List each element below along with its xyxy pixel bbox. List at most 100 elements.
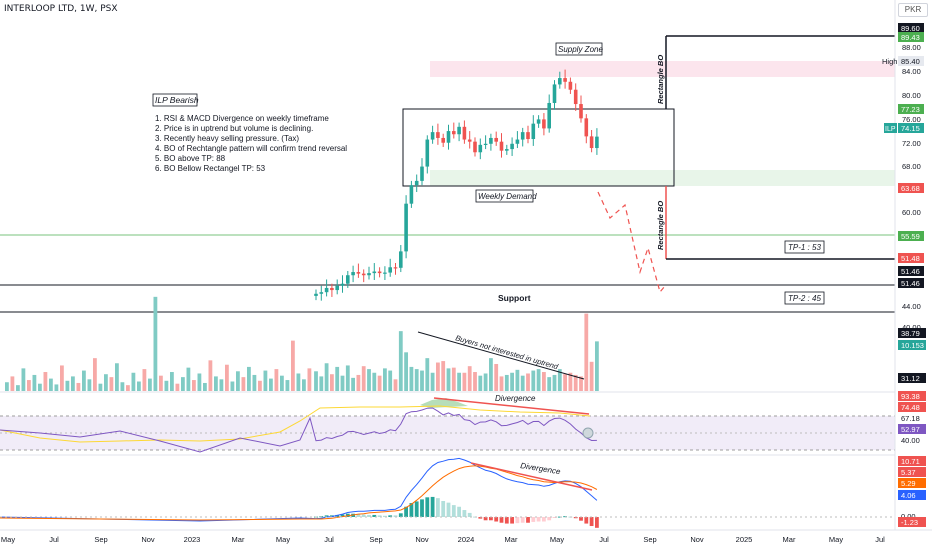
- macd-histogram: [314, 496, 599, 528]
- macd-hist-bar: [536, 517, 541, 522]
- macd-line: [0, 457, 598, 522]
- pane-label-text: 0.00: [901, 512, 916, 521]
- volume-bar: [330, 374, 334, 391]
- volume-bar: [10, 376, 15, 391]
- y-tick-label: 44.00: [902, 302, 921, 311]
- candle-body: [441, 137, 445, 143]
- volume-bar: [504, 374, 509, 391]
- price-label-text: 51.48: [901, 254, 920, 263]
- macd-hist-bar: [393, 515, 398, 517]
- x-tick-label: Sep: [94, 535, 107, 544]
- x-tick-label: Nov: [415, 535, 429, 544]
- y-tick-label: 76.00: [902, 115, 921, 124]
- x-tick-label: Jul: [599, 535, 609, 544]
- price-label-box: [898, 231, 924, 241]
- volume-bar: [531, 370, 536, 391]
- y-tick-label: 60.00: [902, 208, 921, 217]
- candle-body: [467, 139, 472, 142]
- volume-bar: [409, 366, 414, 391]
- volume-bar: [319, 376, 324, 391]
- bearish-point-4: 4. BO of Rechtangle pattern will confirm…: [155, 144, 347, 153]
- currency-badge[interactable]: PKR: [898, 3, 928, 17]
- volume-bar: [563, 374, 567, 391]
- candle-body: [409, 185, 414, 204]
- x-tick-label: Jul: [49, 535, 59, 544]
- macd-hist-bar: [467, 512, 472, 517]
- candle-body: [446, 131, 451, 143]
- candle-body: [356, 272, 361, 274]
- volume-bar: [473, 372, 477, 391]
- x-tick-label: 2023: [184, 535, 201, 544]
- volume-bar: [584, 313, 589, 391]
- candle-body: [335, 285, 339, 291]
- x-tick-label: May: [550, 535, 564, 544]
- volume-bar: [208, 360, 213, 391]
- volume-bar: [27, 380, 31, 391]
- candle-body: [314, 293, 318, 296]
- price-label-text: 89.43: [901, 33, 920, 42]
- price-label-text: 89.60: [901, 24, 920, 33]
- macd-hist-bar: [489, 517, 493, 521]
- macd-hist-bar: [547, 517, 552, 521]
- pane-label-text: 93.38: [901, 392, 920, 401]
- volume-bar: [159, 375, 163, 391]
- macd-hist-bar: [446, 502, 451, 517]
- macd-hist-bar: [595, 517, 599, 528]
- candle-body: [563, 78, 567, 82]
- volume-bar: [82, 370, 86, 391]
- volume-bar: [38, 383, 42, 391]
- price-label-box: [898, 278, 924, 288]
- candle-body: [505, 149, 509, 151]
- volume-bar: [49, 378, 53, 391]
- pane-label-text: 52.97: [901, 425, 920, 434]
- volume-bar: [526, 373, 530, 391]
- volume-bar: [356, 374, 361, 391]
- pane-label-text: 5.37: [901, 468, 916, 477]
- chart-header: INTERLOOP LTD, 1W, PSX: [4, 4, 118, 14]
- volume-bar: [241, 377, 246, 391]
- candle-body: [520, 132, 525, 140]
- candle-body: [361, 273, 366, 276]
- volume-bar: [499, 376, 504, 391]
- volume-bar: [324, 363, 329, 391]
- candle-body: [452, 131, 456, 135]
- volume-bar: [76, 382, 81, 391]
- pane-label-box: [898, 456, 926, 466]
- x-axis[interactable]: May Jul Sep Nov 2023 Mar May Jul Sep Nov 2024 Mar Ma…: [1, 535, 885, 544]
- price-label-box: [898, 183, 924, 193]
- candle-body: [510, 143, 514, 150]
- rectangle-bo-down-label: Rectangle BO: [656, 201, 665, 250]
- volume-bar: [225, 364, 229, 391]
- macd-hist-bar: [388, 515, 393, 517]
- volume-bar: [367, 369, 371, 391]
- macd-hist-bar: [372, 514, 377, 517]
- volume-bar: [285, 380, 290, 391]
- macd-hist-bar: [425, 497, 430, 517]
- macd-signal-line: [0, 465, 598, 521]
- price-label-text: 77.23: [901, 105, 920, 114]
- pane-label-text: 10.71: [901, 457, 920, 466]
- candle-body: [579, 104, 583, 119]
- support-label: Support: [498, 293, 531, 303]
- volume-bar: [230, 381, 235, 391]
- rectangle-pattern: [402, 108, 675, 187]
- pane-label-text: 31.12: [901, 374, 920, 383]
- volume-bar: [54, 384, 59, 391]
- bearish-point-2: 2. Price is in uptrend but volume is dec…: [155, 124, 313, 133]
- volume-bar: [388, 370, 393, 391]
- volume-bar: [71, 376, 75, 391]
- candle-body: [388, 267, 392, 273]
- volume-bar: [404, 352, 408, 391]
- volume-bar: [536, 369, 541, 391]
- candle-body: [399, 251, 403, 268]
- price-label-text: 85.40: [901, 57, 920, 66]
- pane-label-text: 5.29: [901, 479, 916, 488]
- volume-pane: [5, 296, 599, 391]
- pane-label-box: [898, 340, 926, 350]
- candle-body: [494, 137, 498, 142]
- pane-label-text: -1.23: [901, 518, 918, 527]
- volume-bar: [547, 377, 552, 391]
- rsi-overbought-fill: [420, 398, 468, 408]
- macd-hist-bar: [579, 517, 583, 521]
